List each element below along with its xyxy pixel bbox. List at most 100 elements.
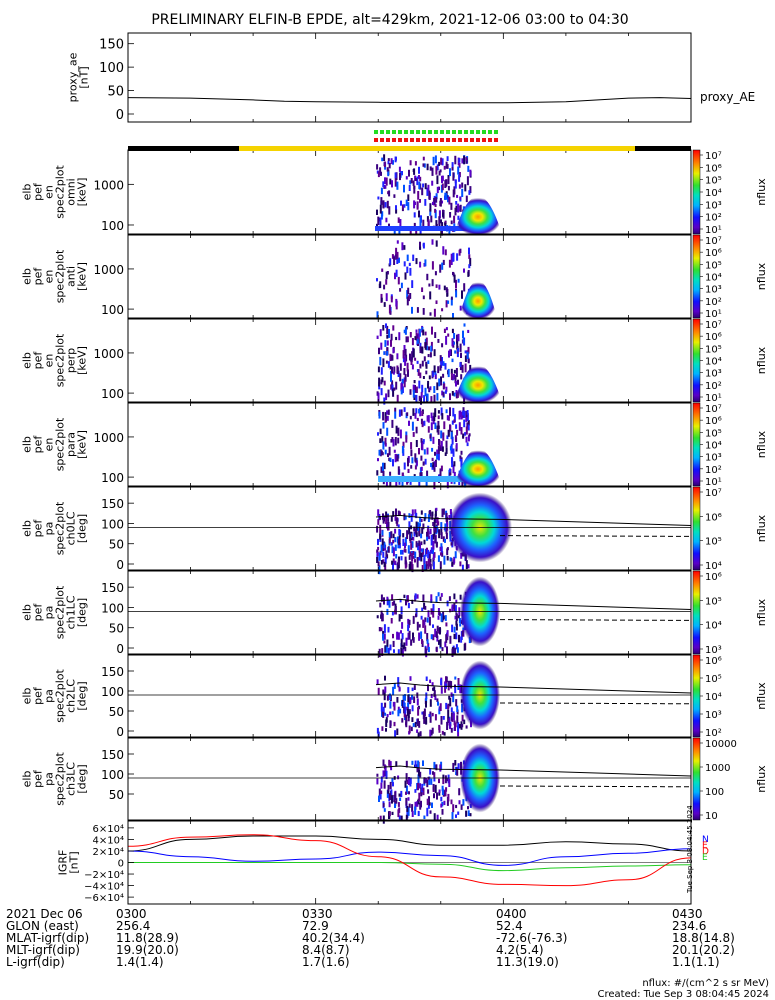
spectrogram-pixel	[416, 176, 419, 186]
spectrogram-pixel	[411, 306, 413, 314]
colorbar-tick-label: 10⁷	[705, 151, 722, 162]
spectrogram-pixel	[385, 177, 388, 186]
marker-red	[494, 138, 498, 142]
colorbar-tick-label: 10²	[705, 381, 722, 392]
spectrogram-pixel	[380, 790, 383, 795]
spectrogram-pixel	[382, 759, 385, 766]
y-tick-label: 2×10⁴	[93, 847, 124, 858]
spectrogram-pixel	[384, 765, 387, 771]
y-tick-label: 50	[109, 788, 124, 802]
colorbar-tick-label: 10⁴	[705, 357, 722, 368]
marker-green	[464, 130, 468, 134]
spectrogram-pixel	[455, 804, 458, 809]
spectrogram-pixel	[394, 453, 397, 463]
spectrogram-pixel	[415, 394, 418, 404]
spectrogram-pixel	[429, 558, 432, 563]
ylabel-line: pef	[32, 267, 45, 286]
spectrogram-pixel	[421, 711, 424, 715]
side-stamp-text: Tue Sep 3 08:04:45 2024	[686, 805, 694, 894]
spectrogram-pixel	[407, 545, 410, 554]
spectrogram-pixel	[420, 466, 423, 471]
spectrogram-pixel	[450, 727, 453, 733]
spectrogram-pixel	[438, 210, 441, 219]
spectrogram-pixel	[407, 618, 410, 624]
spectrogram-pixel	[416, 417, 419, 421]
spectrogram-pixel	[411, 694, 413, 700]
spectrogram-pixel	[465, 560, 468, 570]
spectrogram-pixel	[397, 677, 400, 687]
spectrogram-pixel	[403, 329, 406, 334]
spectrogram-pixel	[432, 540, 435, 550]
spectrogram-pixel	[409, 353, 411, 361]
spectrogram-pixel	[431, 279, 434, 287]
spectrogram-pixel	[409, 332, 412, 338]
spectrogram-pixel	[442, 392, 445, 397]
spectrogram-pixel	[412, 169, 415, 172]
y-tick-label: 50	[109, 705, 124, 719]
spectrogram-pixel	[386, 325, 389, 335]
spectrogram-pixel	[391, 366, 393, 374]
spectrogram-pixel	[455, 279, 457, 289]
spectrogram-pixel	[398, 815, 401, 820]
spectrogram-pixel	[395, 254, 398, 260]
ylabel-elb_pef_pa_spec2plot_ch1LC: elbpefpaspec2plotch1LC[deg]	[21, 585, 89, 639]
spectrogram-pixel	[382, 422, 385, 429]
spectrogram-pixel	[376, 278, 378, 282]
spectrogram-pixel	[386, 415, 389, 421]
spectrogram-pixel	[445, 527, 448, 534]
spectrogram-pixel	[448, 468, 451, 473]
marker-green	[392, 130, 396, 134]
spectrogram-pixel	[401, 549, 404, 555]
footer-row: 2021 Dec 06 0300 0330 0400 0430	[6, 908, 706, 920]
spectrogram-pixel	[415, 258, 418, 265]
spectrogram-pixel	[430, 422, 433, 431]
spectrogram-pixel	[445, 778, 448, 782]
spectrogram-pixel	[408, 420, 410, 426]
spectrogram-pixel	[411, 717, 414, 722]
spectrogram-pixel	[378, 411, 381, 419]
spectrogram-pixel	[403, 642, 406, 648]
spectrogram-pixel	[451, 328, 454, 334]
spectrogram-pixel	[435, 541, 438, 548]
colorbar-tick-label: 10⁷	[705, 236, 722, 247]
spectrogram-pixel	[460, 552, 463, 559]
spectrogram-pixel	[384, 185, 387, 189]
colorbar-tick-label: 100	[705, 787, 724, 798]
spectrogram-pixel	[423, 563, 426, 571]
spectrogram-pixel	[440, 526, 443, 536]
spectrogram-pixel	[403, 706, 406, 714]
spectrogram-pixel	[384, 340, 387, 347]
ylabel-line: [keV]	[76, 346, 89, 375]
spectrogram-pixel	[397, 276, 400, 285]
loss-cone-line	[375, 598, 692, 610]
marker-green	[416, 130, 420, 134]
spectrogram-pixel	[455, 424, 458, 429]
spectrogram-pixel	[444, 363, 447, 370]
spectrogram-pixel	[380, 388, 383, 396]
spectrogram-pixel	[408, 169, 410, 177]
spectrogram-pixel	[400, 383, 403, 392]
panels: 050100150proxy_ae[nT]proxy_AE1001000elbp…	[21, 32, 768, 905]
spectrogram-pixel	[392, 558, 395, 565]
spectrogram-pixel	[401, 171, 403, 176]
spectrogram-pixel	[387, 527, 389, 531]
spectrogram-pixel	[390, 339, 392, 347]
igrf-series-line	[127, 835, 692, 852]
flag-yellow	[239, 146, 635, 151]
spectrogram-pixel	[450, 373, 453, 381]
spectrogram-pixel	[453, 373, 455, 380]
flag-black-right	[635, 146, 691, 151]
spectrogram-pixel	[418, 175, 420, 179]
spectrogram-pixel	[427, 789, 430, 794]
colorbar-label: nflux	[755, 346, 768, 374]
ylabel-elb_pef_pa_spec2plot_ch2LC: elbpefpaspec2plotch2LC[deg]	[21, 669, 89, 723]
spectrogram-pixel	[444, 452, 447, 456]
spectrogram-pixel	[385, 511, 388, 518]
spectrogram-pixel	[439, 264, 442, 273]
spectrogram-pixel	[451, 420, 454, 425]
spectrogram-pixel	[415, 532, 418, 538]
spectrogram-pixel	[377, 392, 380, 402]
spectrogram-pixel	[410, 561, 413, 570]
colorbar-tick-label: 10⁷	[705, 404, 722, 415]
spectrogram-pixel	[441, 343, 444, 348]
